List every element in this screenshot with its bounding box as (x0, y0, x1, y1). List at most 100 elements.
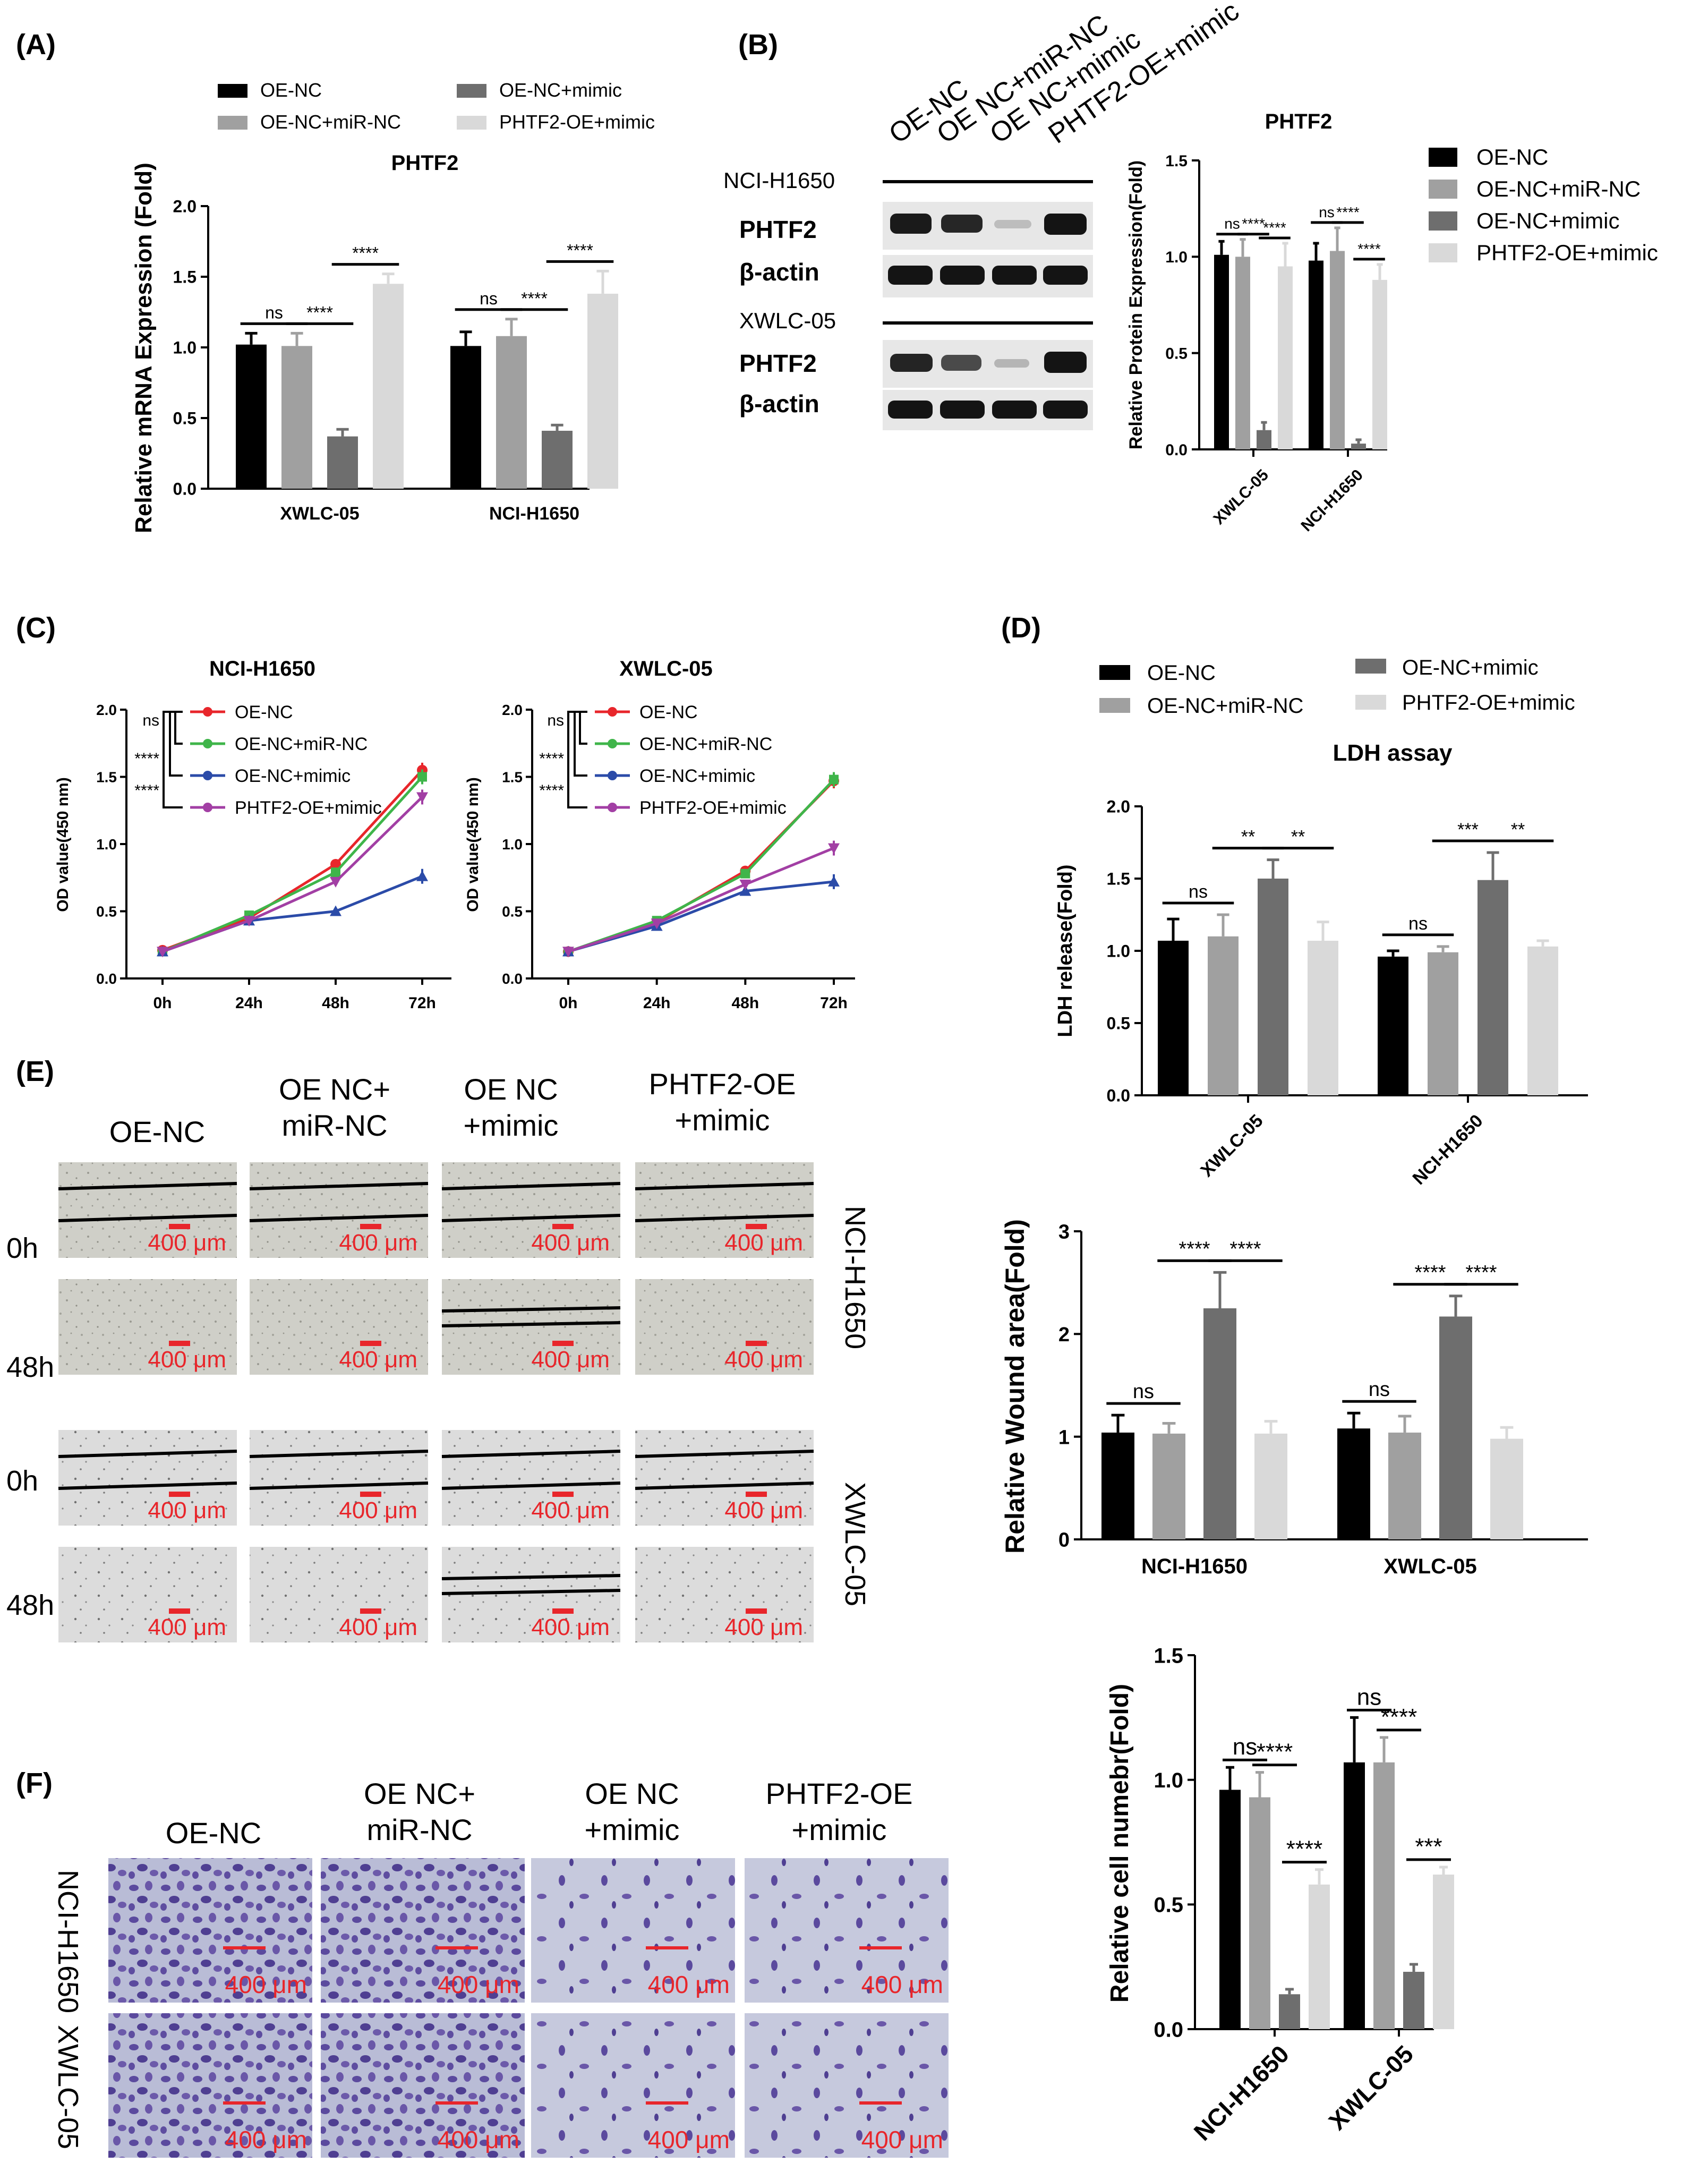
band (992, 401, 1037, 419)
bar-oe-nc-mir-nc-nci-h1650 (1249, 1797, 1270, 2029)
significance-label: **** (1414, 1262, 1446, 1284)
y-axis-label: OD value(450 nm) (54, 777, 72, 912)
significance-label: ns (1319, 204, 1335, 220)
significance-bracket (567, 711, 587, 808)
significance-label: **** (352, 244, 379, 263)
x-tick-label: XWLC-05 (1197, 1111, 1267, 1181)
scale-bar-label: 400 μm (438, 1971, 519, 1998)
point-phtf2-oe-mimic (243, 916, 255, 927)
y-tick-label: 2.0 (173, 197, 197, 216)
point-phtf2-oe-mimic (157, 947, 168, 958)
scale-bar-label: 400 μm (531, 1614, 610, 1640)
scale-bar-label: 400 μm (648, 1971, 730, 1998)
scale-bar-label: 400 μm (148, 1614, 226, 1640)
scale-bar (223, 2101, 266, 2105)
legend-d-label-oe-nc: OE-NC (1147, 661, 1216, 685)
y-tick-label: 0.0 (1165, 441, 1188, 459)
wound-image (58, 1279, 237, 1375)
blot-row-phtf2-xwlc: PHTF2 (739, 350, 817, 377)
series-line-oe-nc-mimic (568, 880, 834, 953)
chart-f: 0.0 0.5 1.0 1.5 Relative cell numebr(Fold) NC… (1106, 1644, 1454, 2146)
scale-bar (746, 1224, 767, 1229)
legend-d-swatch-phtf2-oe-mimic (1355, 695, 1386, 710)
bar-oe-nc-xwlc-05 (1337, 1428, 1370, 1539)
scale-bar (746, 1341, 767, 1346)
wound-edge-line (635, 1214, 814, 1222)
legend-d-label-oe-nc-mir-nc: OE-NC+miR-NC (1147, 694, 1303, 718)
wound-image (250, 1162, 428, 1258)
y-tick-label: 0 (1058, 1529, 1070, 1552)
point-phtf2-oe-mimic (562, 947, 574, 958)
scale-bar (169, 1341, 190, 1346)
scale-bar (223, 1946, 266, 1949)
y-tick-label: 0.5 (96, 904, 117, 920)
significance-bracket (163, 711, 183, 808)
bar-oe-nc-nci-h1650 (1309, 260, 1323, 449)
significance-label: **** (1229, 1238, 1261, 1260)
wound-edge-line (249, 1481, 429, 1490)
band (992, 266, 1037, 285)
significance-label: **** (1381, 1704, 1417, 1730)
significance-label: **** (521, 289, 548, 308)
point-oe-nc-mimic (739, 885, 751, 896)
western-blot: OE-NC OE NC+miR-NC OE NC+mimic PHTF2-OE+… (723, 0, 1245, 430)
legend-b-swatch-oe-nc-mimic (1429, 211, 1457, 231)
f-header-col2-line1: OE NC+ (364, 1777, 475, 1810)
scale-bar-label: 400 μm (339, 1230, 417, 1256)
blot-cell-nci: NCI-H1650 (723, 168, 835, 193)
series-line-phtf2-oe-mimic (568, 847, 834, 953)
band (890, 214, 932, 234)
x-tick-label: XWLC-05 (1384, 1555, 1477, 1578)
legend-marker-oe-nc (203, 707, 212, 717)
e-time-xwlc-48h: 48h (6, 1589, 54, 1621)
y-axis-label: Relative Protein Expression(Fold) (1126, 160, 1146, 449)
f-cell-label-nci: NCI-H1650 (52, 1870, 84, 2013)
scale-bar-label: 400 μm (531, 1347, 610, 1373)
y-tick-label: 2.0 (96, 702, 117, 718)
significance-label: *** (1457, 820, 1479, 840)
f-cell-label-xwlc: XWLC-05 (52, 2025, 84, 2149)
scale-bar (360, 1341, 381, 1346)
band (888, 266, 933, 285)
bar-oe-nc-mir-nc-nci-h1650 (1152, 1433, 1185, 1539)
chart-e: 0 1 2 3 Relative Wound area(Fold) NCI-H1650 XW… (1000, 1219, 1588, 1578)
e-header-col4-line2: +mimic (675, 1103, 770, 1137)
bar-oe-nc-xwlc-05 (1214, 254, 1229, 449)
y-axis-label: OD value(450 nm) (464, 777, 482, 912)
legend-a-label-oe-nc: OE-NC (260, 79, 322, 101)
scale-bar (435, 1946, 478, 1949)
legend-b-label-phtf2-oe-mimic: PHTF2-OE+mimic (1476, 240, 1658, 265)
significance-label: **** (134, 750, 159, 768)
panel-label-d: (D) (1001, 612, 1041, 644)
wound-edge-line (441, 1182, 621, 1190)
scale-bar (552, 1224, 574, 1229)
wound-image (250, 1279, 428, 1375)
panel-label-c: (C) (16, 612, 56, 644)
chart-title: PHTF2 (1265, 110, 1333, 133)
band (994, 359, 1029, 368)
legend-a-label-oe-nc-mimic: OE-NC+mimic (499, 79, 622, 101)
legend-d-label-oe-nc-mimic: OE-NC+mimic (1402, 656, 1539, 679)
wound-image (635, 1279, 814, 1375)
y-tick-label: 1.5 (1107, 870, 1130, 889)
y-tick-label: 1.0 (173, 338, 197, 357)
series-line-oe-nc-mir-nc (162, 776, 423, 953)
legend-d-swatch-oe-nc-mir-nc (1099, 698, 1130, 713)
bar-oe-nc-xwlc-05 (1344, 1762, 1365, 2029)
band (941, 355, 981, 371)
panel-label-a: (A) (16, 29, 56, 61)
y-tick-label: 1.0 (1154, 1769, 1183, 1792)
e-header-col1: OE-NC (109, 1115, 205, 1148)
bar-phtf2-oe-mimic-xwlc-05 (1278, 266, 1293, 449)
x-tick-label: NCI-H1650 (489, 504, 579, 524)
significance-label: **** (1242, 216, 1265, 232)
bar-oe-nc-mimic-nci-h1650 (1478, 880, 1508, 1095)
panel-label-f: (F) (16, 1767, 53, 1799)
transwell-image (531, 1858, 735, 2003)
y-tick-label: 1.0 (502, 836, 523, 853)
legend-b-label-oe-nc: OE-NC (1476, 144, 1548, 169)
transwell-image (745, 1858, 949, 2003)
y-axis-label: Relative cell numebr(Fold) (1106, 1684, 1134, 2003)
legend-label-oe-nc-mimic: OE-NC+mimic (639, 766, 755, 786)
